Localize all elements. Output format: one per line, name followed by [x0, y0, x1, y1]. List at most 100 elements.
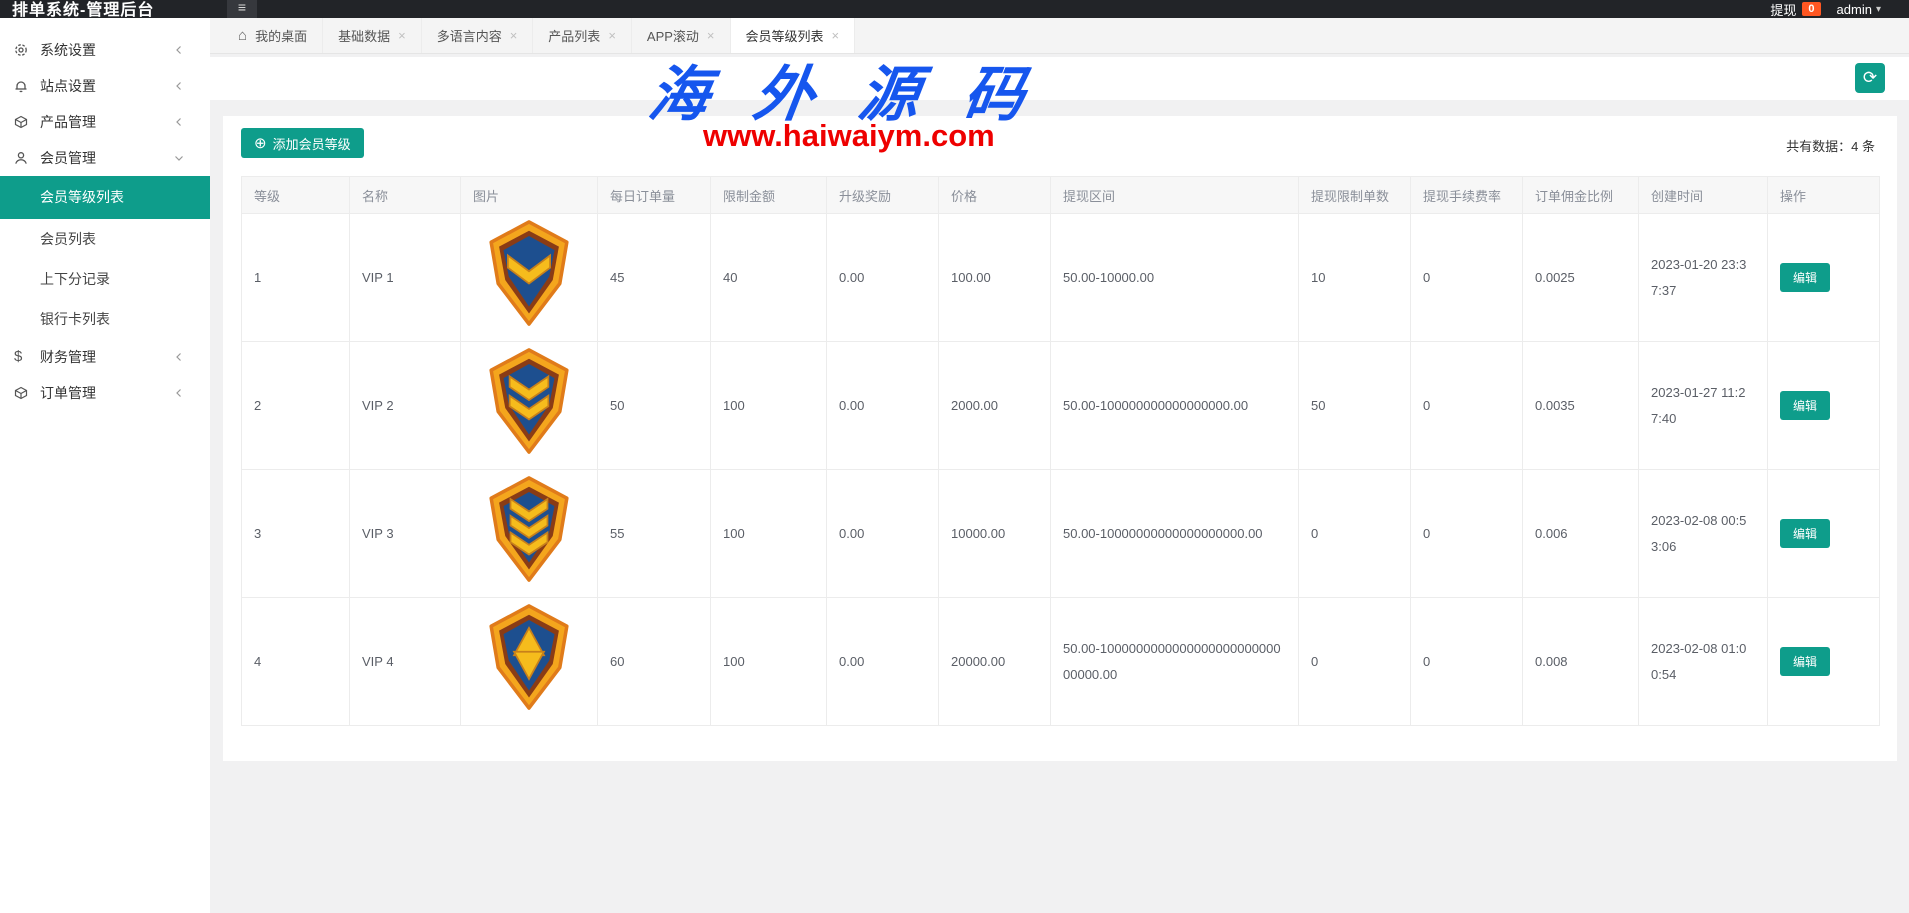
col-header-created-at: 创建时间	[1638, 176, 1768, 214]
table-row: 4 VIP 4 60 100 0.00 20000.0	[241, 597, 1880, 726]
cell-badge	[460, 341, 598, 470]
tab-label: 基础数据	[338, 29, 391, 44]
tab-basic-data[interactable]: 基础数据 ×	[323, 18, 422, 53]
cell-withdraw-range: 50.00-100000000000000000.00	[1050, 341, 1299, 470]
home-icon: ⌂	[238, 27, 248, 44]
bell-icon	[15, 81, 27, 93]
order-box-icon	[14, 386, 28, 400]
withdraw-count-badge: 0	[1802, 2, 1821, 16]
cell-limit-amount: 100	[710, 597, 827, 726]
sidebar-item-points-record[interactable]: 上下分记录	[0, 259, 210, 299]
sidebar-item-member-management[interactable]: 会员管理	[0, 140, 210, 176]
sidebar-subitem-label: 上下分记录	[40, 271, 110, 287]
tab-label: APP滚动	[646, 29, 699, 44]
col-header-daily-orders: 每日订单量	[597, 176, 711, 214]
table-row: 3 VIP 3 55 100 0.00	[241, 469, 1880, 598]
edit-button[interactable]: 编辑	[1780, 647, 1831, 676]
vip4-rank-badge	[489, 604, 569, 710]
app-title: 排单系统-管理后台	[12, 2, 155, 18]
username: admin	[1836, 1, 1872, 17]
withdraw-label: 提现	[1770, 2, 1797, 18]
sidebar-item-bank-card-list[interactable]: 银行卡列表	[0, 299, 210, 339]
cell-actions: 编辑	[1767, 213, 1880, 342]
close-icon[interactable]: ×	[398, 28, 406, 43]
sidebar-subitem-label: 会员等级列表	[40, 189, 124, 205]
sidebar: 系统设置 站点设置 产品管理 会员管理 会员等级列表	[0, 18, 210, 913]
toolbar-strip: ⟳	[210, 57, 1909, 100]
close-icon[interactable]: ×	[706, 28, 715, 43]
sidebar-item-product-management[interactable]: 产品管理	[0, 104, 210, 140]
cell-badge	[460, 213, 598, 342]
sidebar-item-label: 站点设置	[40, 78, 96, 94]
cell-created-at: 2023-02-08 00:53:06	[1638, 469, 1768, 598]
cell-withdraw-range: 50.00-10000000000000000000.00	[1050, 469, 1299, 598]
sidebar-subitem-label: 会员列表	[40, 231, 96, 247]
cell-commission: 0.0025	[1522, 213, 1639, 342]
member-level-panel: ⊕ 添加会员等级 共有数据：4 条 等级 名称 图片 每日订单量 限制金额 升级…	[223, 116, 1897, 761]
chevron-left-icon	[176, 118, 181, 126]
tab-multilanguage-content[interactable]: 多语言内容 ×	[422, 18, 534, 53]
cell-price: 10000.00	[938, 469, 1051, 598]
table-header-row: 等级 名称 图片 每日订单量 限制金额 升级奖励 价格 提现区间 提现限制单数 …	[241, 176, 1880, 214]
close-icon[interactable]: ×	[831, 28, 840, 43]
tab-member-level-list[interactable]: 会员等级列表 ×	[730, 18, 856, 53]
cell-upgrade-reward: 0.00	[826, 469, 939, 598]
refresh-button[interactable]: ⟳	[1855, 63, 1885, 93]
table-row: 2 VIP 2 50 100 0.00 2000.00	[241, 341, 1880, 470]
cell-name: VIP 1	[349, 213, 461, 342]
cell-daily-orders: 55	[597, 469, 711, 598]
col-header-withdraw-limit: 提现限制单数	[1298, 176, 1411, 214]
col-header-withdraw-range: 提现区间	[1050, 176, 1299, 214]
sidebar-item-label: 订单管理	[40, 385, 96, 401]
col-header-name: 名称	[349, 176, 461, 214]
sidebar-item-order-management[interactable]: 订单管理	[0, 375, 210, 411]
cell-commission: 0.006	[1522, 469, 1639, 598]
sidebar-item-system-settings[interactable]: 系统设置	[0, 32, 210, 68]
edit-button[interactable]: 编辑	[1780, 519, 1831, 548]
tab-bar: ⌂ 我的桌面 基础数据 × 多语言内容 × 产品列表 × APP滚动 × 会员等…	[210, 18, 1909, 54]
cell-price: 20000.00	[938, 597, 1051, 726]
sidebar-item-member-list[interactable]: 会员列表	[0, 219, 210, 259]
tab-product-list[interactable]: 产品列表 ×	[533, 18, 632, 53]
cell-withdraw-fee: 0	[1410, 469, 1523, 598]
tab-app-scroll[interactable]: APP滚动 ×	[632, 18, 731, 53]
cell-limit-amount: 100	[710, 341, 827, 470]
col-header-withdraw-fee: 提现手续费率	[1410, 176, 1523, 214]
withdraw-notice-button[interactable]: 提现 0	[1770, 0, 1821, 18]
sidebar-item-label: 产品管理	[40, 114, 96, 130]
col-header-price: 价格	[938, 176, 1051, 214]
cell-name: VIP 2	[349, 341, 461, 470]
total-count-text: 共有数据：4 条	[1786, 139, 1875, 154]
vip3-rank-badge	[489, 476, 569, 582]
col-header-actions: 操作	[1767, 176, 1880, 214]
user-menu-button[interactable]: admin ▾	[1837, 2, 1881, 17]
chevron-left-icon	[176, 46, 181, 54]
cell-withdraw-limit: 0	[1298, 469, 1411, 598]
cell-level: 4	[241, 597, 350, 726]
cell-created-at: 2023-01-20 23:37:37	[1638, 213, 1768, 342]
col-header-upgrade-reward: 升级奖励	[826, 176, 939, 214]
sidebar-toggle-button[interactable]: ≡	[227, 0, 257, 18]
cell-upgrade-reward: 0.00	[826, 597, 939, 726]
sidebar-item-label: 财务管理	[40, 349, 96, 365]
add-member-level-button[interactable]: ⊕ 添加会员等级	[241, 128, 364, 158]
plus-icon: ⊕	[254, 135, 267, 152]
sidebar-item-member-level-list[interactable]: 会员等级列表	[0, 176, 210, 219]
chevron-left-icon	[176, 82, 181, 90]
sidebar-item-finance-management[interactable]: $ 财务管理	[0, 339, 210, 375]
chevron-left-icon	[176, 389, 181, 397]
close-icon[interactable]: ×	[509, 28, 518, 43]
cell-level: 1	[241, 213, 350, 342]
close-icon[interactable]: ×	[608, 28, 616, 43]
sidebar-item-site-settings[interactable]: 站点设置	[0, 68, 210, 104]
cell-badge	[460, 597, 598, 726]
tab-my-desktop[interactable]: ⌂ 我的桌面	[223, 18, 324, 53]
topbar: 排单系统-管理后台 ≡ 提现 0 admin ▾	[0, 0, 1909, 18]
cell-withdraw-fee: 0	[1410, 597, 1523, 726]
edit-button[interactable]: 编辑	[1780, 263, 1831, 292]
cell-created-at: 2023-02-08 01:00:54	[1638, 597, 1768, 726]
topbar-right: 提现 0 admin ▾	[1770, 0, 1881, 18]
col-header-level: 等级	[241, 176, 350, 214]
vip1-rank-badge	[489, 220, 569, 326]
edit-button[interactable]: 编辑	[1780, 391, 1831, 420]
